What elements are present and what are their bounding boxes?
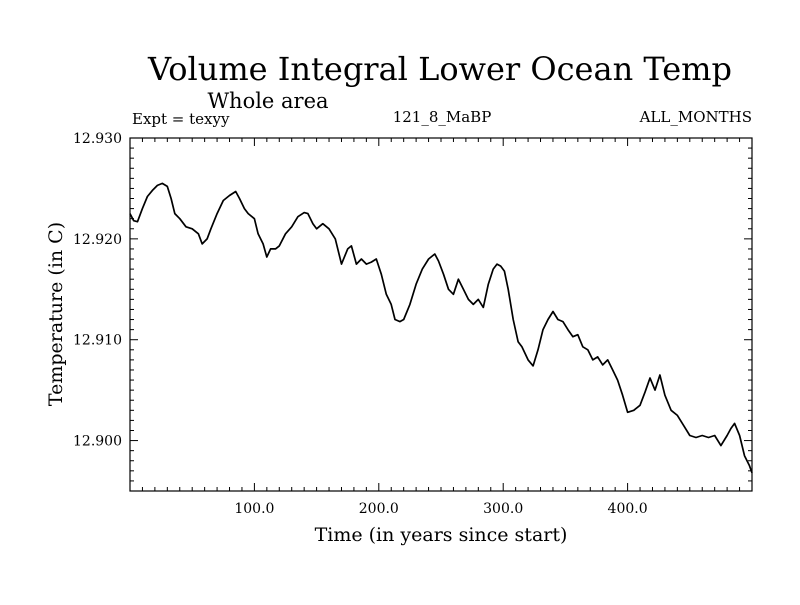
months-label: ALL_MONTHS: [639, 108, 752, 126]
x-tick-label: 200.0: [359, 501, 399, 517]
temperature-series-line: [129, 182, 753, 474]
x-axis-label: Time (in years since start): [315, 524, 568, 546]
y-axis-ticks: 12.900 12.910 12.920 12.930: [73, 131, 752, 482]
x-axis-ticks: 100.0 200.0 300.0 400.0: [141, 138, 741, 517]
chart-title: Volume Integral Lower Ocean Temp: [147, 50, 732, 88]
chart-subtitle: Whole area: [207, 89, 328, 113]
x-tick-label: 400.0: [608, 501, 648, 517]
y-tick-label: 12.930: [73, 131, 122, 147]
y-tick-label: 12.910: [73, 333, 122, 349]
y-tick-label: 12.920: [73, 232, 122, 248]
y-axis-label: Temperature (in C): [45, 222, 67, 406]
y-tick-label: 12.900: [73, 434, 122, 450]
x-tick-label: 300.0: [483, 501, 523, 517]
run-label: 121_8_MaBP: [393, 108, 492, 126]
plot-frame: [129, 137, 753, 492]
x-tick-label: 100.0: [234, 501, 274, 517]
experiment-label: Expt = texyy: [132, 110, 230, 128]
